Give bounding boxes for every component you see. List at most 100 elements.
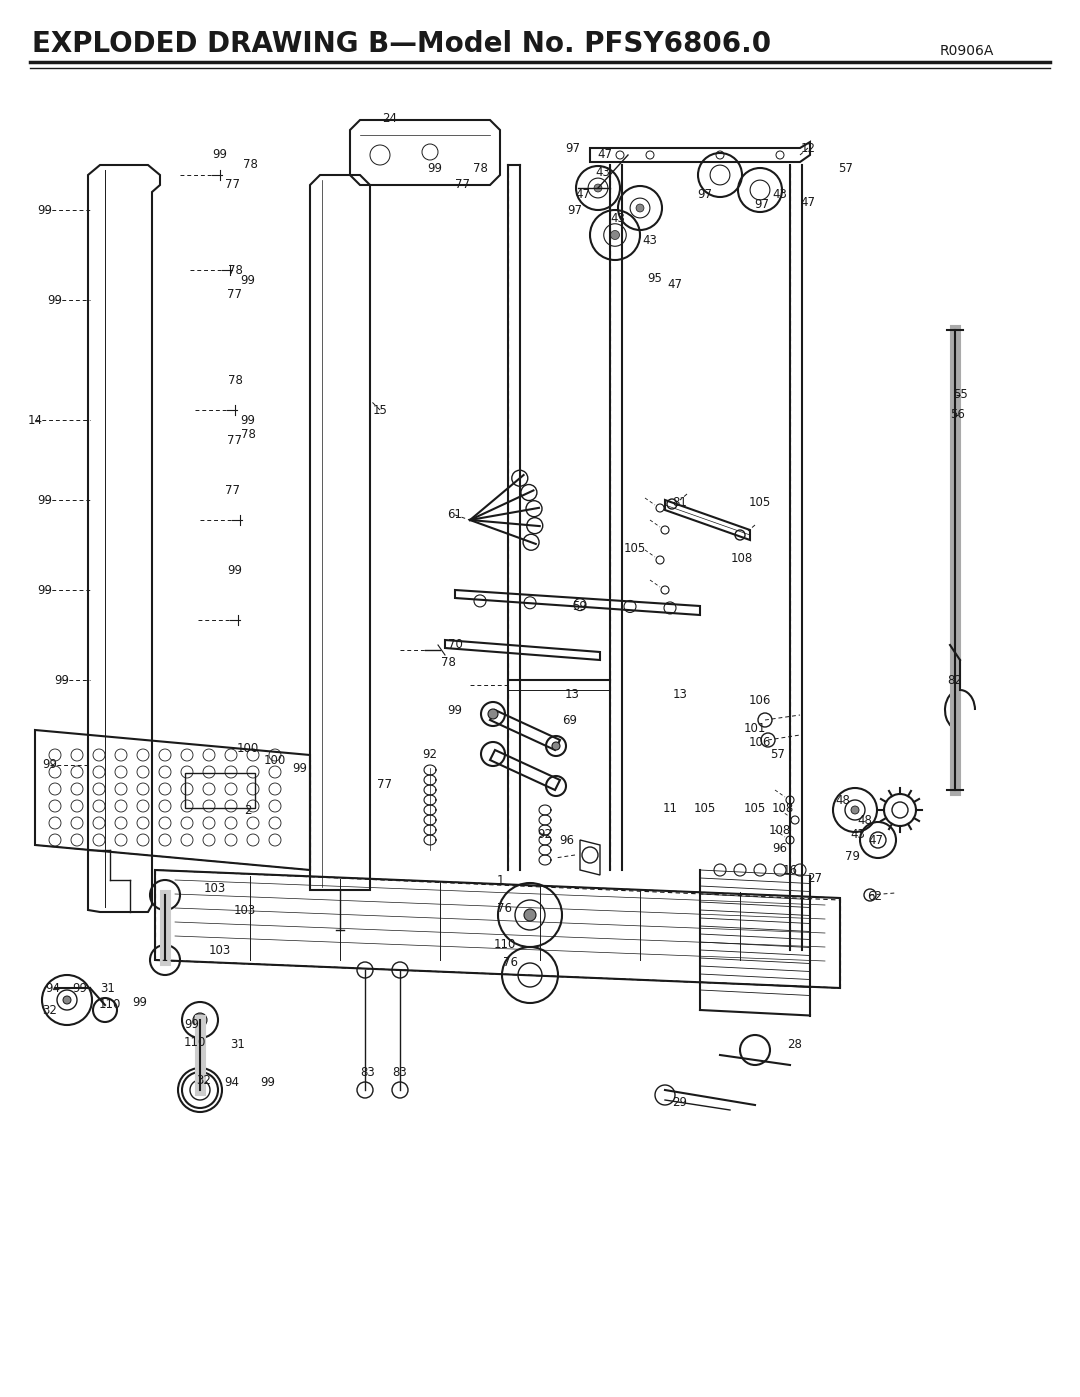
Text: 43: 43 [610, 211, 625, 225]
Text: 97: 97 [566, 141, 581, 155]
Text: 96: 96 [559, 834, 575, 847]
Text: 108: 108 [731, 552, 753, 564]
Text: 105: 105 [744, 802, 766, 814]
Text: 99: 99 [241, 414, 256, 426]
Text: 31: 31 [100, 982, 116, 995]
Circle shape [488, 710, 498, 719]
Text: 92: 92 [422, 749, 437, 761]
Text: 77: 77 [455, 179, 470, 191]
Circle shape [636, 204, 644, 212]
Text: 94: 94 [45, 982, 60, 995]
Text: 47: 47 [868, 834, 883, 847]
Text: 43: 43 [595, 165, 610, 179]
Text: 47: 47 [800, 196, 815, 208]
Text: 101: 101 [744, 721, 766, 735]
Text: 105: 105 [748, 496, 771, 509]
Text: 92: 92 [538, 828, 553, 841]
Text: 77: 77 [377, 778, 391, 792]
Text: 43: 43 [772, 189, 787, 201]
Text: 99: 99 [38, 584, 53, 597]
Circle shape [610, 231, 620, 239]
Circle shape [594, 184, 602, 191]
Text: 108: 108 [769, 823, 792, 837]
Text: 13: 13 [673, 689, 688, 701]
Text: 97: 97 [567, 204, 582, 217]
Text: 82: 82 [947, 673, 962, 686]
Text: EXPLODED DRAWING B—Model No. PFSY6806.0: EXPLODED DRAWING B—Model No. PFSY6806.0 [32, 29, 771, 59]
Text: 12: 12 [800, 141, 815, 155]
Text: 29: 29 [673, 1095, 688, 1108]
Text: 43: 43 [851, 828, 865, 841]
Text: 59: 59 [572, 601, 588, 613]
Text: 24: 24 [382, 112, 397, 124]
Text: 32: 32 [197, 1073, 212, 1087]
Text: R0906A: R0906A [940, 43, 995, 59]
Text: 99: 99 [38, 493, 53, 507]
Text: 48: 48 [836, 793, 850, 806]
Text: 47: 47 [597, 148, 612, 162]
Text: 97: 97 [698, 189, 713, 201]
Text: 99: 99 [38, 204, 53, 217]
Text: 103: 103 [204, 882, 226, 894]
Text: 110: 110 [184, 1035, 206, 1049]
Text: 27: 27 [808, 872, 823, 884]
Text: 99: 99 [48, 293, 63, 306]
Text: 99: 99 [241, 274, 256, 286]
Text: 47: 47 [667, 278, 683, 292]
Circle shape [63, 996, 71, 1004]
Text: 15: 15 [373, 404, 388, 416]
Circle shape [552, 742, 561, 750]
Text: 83: 83 [361, 1066, 376, 1078]
Text: 76: 76 [497, 901, 512, 915]
Text: 77: 77 [228, 433, 243, 447]
Text: 83: 83 [393, 1066, 407, 1078]
Text: 78: 78 [241, 429, 256, 441]
Text: 99: 99 [228, 563, 243, 577]
Text: 78: 78 [228, 373, 242, 387]
Text: 61: 61 [447, 509, 462, 521]
Text: 105: 105 [693, 802, 716, 814]
Text: 99: 99 [213, 148, 228, 162]
Text: 78: 78 [441, 655, 456, 669]
Circle shape [885, 793, 916, 826]
Text: 78: 78 [243, 158, 257, 172]
Text: 96: 96 [772, 841, 787, 855]
Text: 106: 106 [748, 693, 771, 707]
Text: 77: 77 [226, 483, 241, 496]
Text: 100: 100 [264, 753, 286, 767]
Text: 79: 79 [845, 849, 860, 862]
Text: 62: 62 [867, 890, 882, 902]
Text: 55: 55 [953, 388, 968, 401]
Text: 76: 76 [502, 957, 517, 970]
Text: 99: 99 [72, 982, 87, 995]
Text: 99: 99 [293, 761, 308, 774]
Text: 105: 105 [624, 542, 646, 555]
Text: 100: 100 [237, 742, 259, 754]
Text: 95: 95 [648, 271, 662, 285]
Circle shape [524, 909, 536, 921]
Circle shape [193, 1013, 207, 1027]
Text: 56: 56 [950, 408, 966, 422]
Text: 69: 69 [563, 714, 578, 726]
Text: 70: 70 [447, 638, 462, 651]
Text: 99: 99 [54, 673, 69, 686]
Text: 99: 99 [428, 162, 443, 175]
Text: 81: 81 [673, 496, 688, 509]
Text: 11: 11 [662, 802, 677, 814]
Text: 106: 106 [748, 735, 771, 749]
Text: 77: 77 [228, 289, 243, 302]
Text: 48: 48 [858, 813, 873, 827]
Text: 16: 16 [783, 863, 797, 876]
Text: 110: 110 [494, 939, 516, 951]
Text: 99: 99 [133, 996, 148, 1009]
Text: 99: 99 [185, 1018, 200, 1031]
Text: 108: 108 [772, 802, 794, 814]
Text: 99: 99 [447, 704, 462, 717]
Text: 13: 13 [565, 689, 580, 701]
Text: 43: 43 [643, 233, 658, 246]
Text: 14: 14 [27, 414, 42, 426]
Text: 94: 94 [225, 1076, 240, 1088]
Text: 2: 2 [244, 803, 252, 816]
Text: 103: 103 [234, 904, 256, 916]
Text: 99: 99 [260, 1076, 275, 1088]
